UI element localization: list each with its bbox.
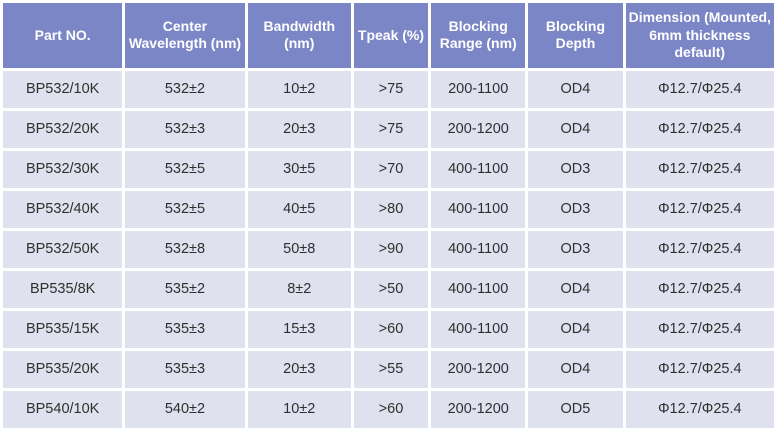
table-cell: >75 xyxy=(353,70,429,108)
table-cell: BP535/15K xyxy=(3,310,123,348)
column-header: Part NO. xyxy=(3,3,123,68)
table-cell: Φ12.7/Φ25.4 xyxy=(625,150,774,188)
table-cell: Φ12.7/Φ25.4 xyxy=(625,110,774,148)
table-cell: 532±8 xyxy=(125,230,245,268)
table-cell: OD3 xyxy=(528,190,623,228)
table-cell: Φ12.7/Φ25.4 xyxy=(625,350,774,388)
table-row: BP532/10K 532±2 10±2 >75 200-1100 OD4 Φ12.7/Φ2… xyxy=(3,70,774,108)
table-cell: OD4 xyxy=(528,270,623,308)
table-cell: >90 xyxy=(353,230,429,268)
table-cell: 400-1100 xyxy=(431,270,526,308)
table-cell: 400-1100 xyxy=(431,230,526,268)
table-cell: Φ12.7/Φ25.4 xyxy=(625,70,774,108)
table-cell: 200-1200 xyxy=(431,350,526,388)
column-header: Blocking Range (nm) xyxy=(431,3,526,68)
table-row: BP535/15K 535±3 15±3 >60 400-1100 OD4 Φ12.7/Φ2… xyxy=(3,310,774,348)
table-cell: 400-1100 xyxy=(431,190,526,228)
table-cell: OD4 xyxy=(528,110,623,148)
table-cell: OD4 xyxy=(528,350,623,388)
table-cell: 400-1100 xyxy=(431,310,526,348)
table-cell: 40±5 xyxy=(247,190,351,228)
table-cell: BP535/20K xyxy=(3,350,123,388)
table-cell: 20±3 xyxy=(247,350,351,388)
table-cell: >60 xyxy=(353,310,429,348)
table-cell: BP532/40K xyxy=(3,190,123,228)
table-cell: OD3 xyxy=(528,230,623,268)
table-cell: BP532/20K xyxy=(3,110,123,148)
table-cell: >80 xyxy=(353,190,429,228)
table-cell: 400-1100 xyxy=(431,150,526,188)
table-cell: 20±3 xyxy=(247,110,351,148)
table-cell: 540±2 xyxy=(125,390,245,428)
table-cell: >60 xyxy=(353,390,429,428)
table-cell: 200-1200 xyxy=(431,110,526,148)
table-row: BP532/20K 532±3 20±3 >75 200-1200 OD4 Φ12.7/Φ2… xyxy=(3,110,774,148)
table-row: BP532/30K 532±5 30±5 >70 400-1100 OD3 Φ12.7/Φ2… xyxy=(3,150,774,188)
table-cell: OD4 xyxy=(528,70,623,108)
table-cell: 50±8 xyxy=(247,230,351,268)
table-row: BP540/10K 540±2 10±2 >60 200-1200 OD5 Φ12.7/Φ2… xyxy=(3,390,774,428)
column-header: Bandwidth (nm) xyxy=(247,3,351,68)
table-cell: BP532/30K xyxy=(3,150,123,188)
table-body: BP532/10K 532±2 10±2 >75 200-1100 OD4 Φ12.7/Φ2… xyxy=(3,70,774,428)
table-cell: BP532/50K xyxy=(3,230,123,268)
table-cell: >55 xyxy=(353,350,429,388)
table-cell: 8±2 xyxy=(247,270,351,308)
table-cell: 535±3 xyxy=(125,310,245,348)
column-header: Dimension (Mounted, 6mm thickness defaul… xyxy=(625,3,774,68)
table-cell: 10±2 xyxy=(247,70,351,108)
table-cell: 15±3 xyxy=(247,310,351,348)
table-cell: 532±2 xyxy=(125,70,245,108)
table-cell: >50 xyxy=(353,270,429,308)
table-cell: OD3 xyxy=(528,150,623,188)
table-row: BP532/40K 532±5 40±5 >80 400-1100 OD3 Φ12.7/Φ2… xyxy=(3,190,774,228)
table-cell: BP540/10K xyxy=(3,390,123,428)
table-cell: BP535/8K xyxy=(3,270,123,308)
table-cell: BP532/10K xyxy=(3,70,123,108)
table-cell: Φ12.7/Φ25.4 xyxy=(625,270,774,308)
table-cell: 532±3 xyxy=(125,110,245,148)
table-cell: 535±3 xyxy=(125,350,245,388)
table-cell: >75 xyxy=(353,110,429,148)
table-cell: >70 xyxy=(353,150,429,188)
header-row: Part NO. Center Wavelength (nm) Bandwidth … xyxy=(3,3,774,68)
table-row: BP535/20K 535±3 20±3 >55 200-1200 OD4 Φ12.7/Φ2… xyxy=(3,350,774,388)
table-cell: Φ12.7/Φ25.4 xyxy=(625,230,774,268)
table-cell: Φ12.7/Φ25.4 xyxy=(625,310,774,348)
table-cell: 532±5 xyxy=(125,190,245,228)
table-row: BP535/8K 535±2 8±2 >50 400-1100 OD4 Φ12.7/Φ25.… xyxy=(3,270,774,308)
table-cell: OD4 xyxy=(528,310,623,348)
column-header: Blocking Depth xyxy=(528,3,623,68)
table-cell: 30±5 xyxy=(247,150,351,188)
table-cell: 200-1100 xyxy=(431,70,526,108)
table-cell: 535±2 xyxy=(125,270,245,308)
table-header: Part NO. Center Wavelength (nm) Bandwidth … xyxy=(3,3,774,68)
table-row: BP532/50K 532±8 50±8 >90 400-1100 OD3 Φ12.7/Φ2… xyxy=(3,230,774,268)
column-header: Center Wavelength (nm) xyxy=(125,3,245,68)
table-cell: OD5 xyxy=(528,390,623,428)
table-cell: 200-1200 xyxy=(431,390,526,428)
table-cell: 10±2 xyxy=(247,390,351,428)
table-cell: Φ12.7/Φ25.4 xyxy=(625,190,774,228)
column-header: Tpeak (%) xyxy=(353,3,429,68)
table-cell: 532±5 xyxy=(125,150,245,188)
table-cell: Φ12.7/Φ25.4 xyxy=(625,390,774,428)
